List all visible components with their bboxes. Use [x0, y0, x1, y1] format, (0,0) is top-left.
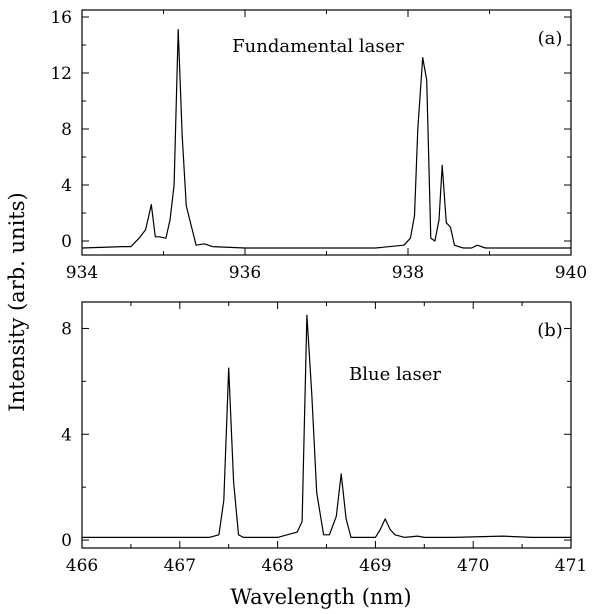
y-tick-label: 8 [61, 319, 72, 339]
y-tick-label: 8 [61, 120, 72, 140]
panel-a-series-line [81, 29, 571, 249]
panel-b: 466 467 468 469 470 471 0 4 8 (b) Blue laser [61, 301, 587, 576]
panel-a-tick-labels: 934 936 938 940 0 4 8 12 16 [50, 8, 587, 283]
panel-b-ticks [81, 302, 572, 548]
panel-a-label: (a) [538, 28, 563, 49]
x-tick-label: 940 [555, 263, 587, 283]
y-tick-label: 4 [61, 425, 72, 445]
x-tick-label: 934 [66, 263, 98, 283]
x-tick-label: 467 [164, 556, 196, 576]
x-tick-label: 468 [261, 556, 293, 576]
panel-b-series-line [82, 314, 571, 538]
panel-b-frame [81, 301, 572, 549]
x-axis-title: Wavelength (nm) [230, 585, 411, 609]
x-tick-label: 471 [555, 556, 587, 576]
y-tick-label: 4 [61, 176, 72, 196]
panel-a: 934 936 938 940 0 4 8 12 16 (a) Fundamental lase… [50, 8, 587, 283]
panel-a-annotation: Fundamental laser [232, 36, 404, 57]
x-tick-label: 936 [229, 263, 261, 283]
y-tick-label: 0 [61, 232, 72, 252]
y-tick-label: 12 [50, 64, 72, 84]
panel-b-annotation: Blue laser [349, 364, 441, 385]
y-tick-label: 0 [61, 531, 72, 551]
y-tick-label: 16 [50, 8, 72, 28]
panel-b-tick-labels: 466 467 468 469 470 471 0 4 8 [61, 319, 587, 576]
x-tick-label: 938 [392, 263, 424, 283]
y-axis-title: Intensity (arb. units) [5, 192, 29, 411]
x-tick-label: 466 [66, 556, 98, 576]
panel-a-ticks [81, 10, 572, 255]
x-tick-label: 470 [457, 556, 489, 576]
x-tick-label: 469 [359, 556, 391, 576]
panel-b-label: (b) [537, 320, 563, 341]
